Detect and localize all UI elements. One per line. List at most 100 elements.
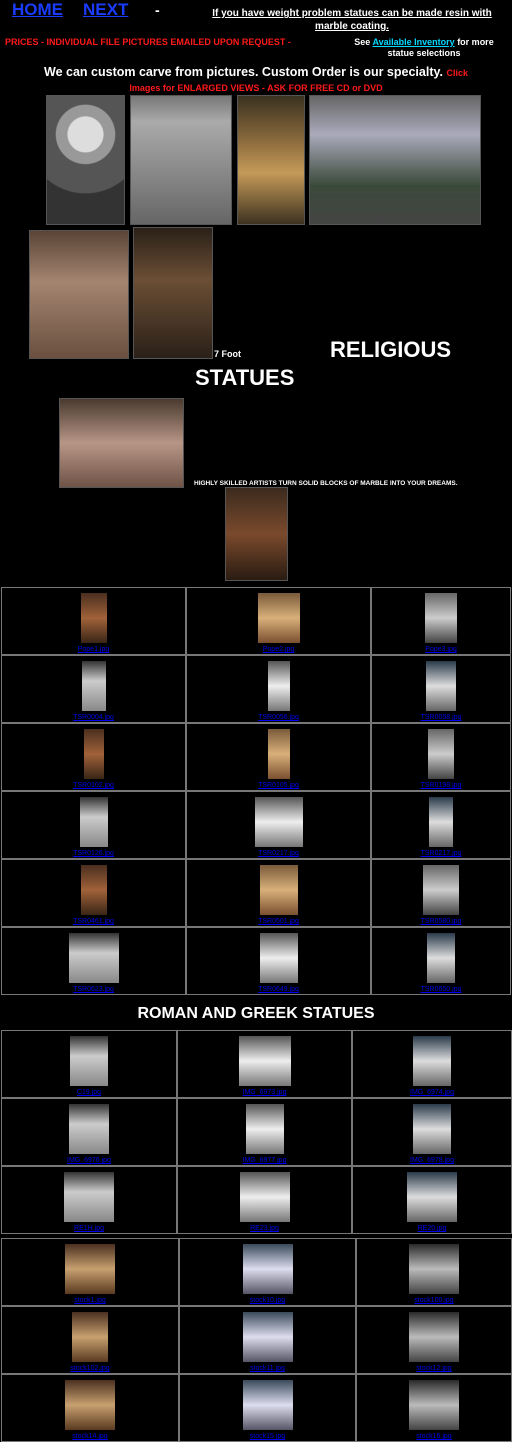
- religious-caption-link[interactable]: TSR0056.jpg: [258, 714, 299, 721]
- stock-thumbnail[interactable]: [242, 1380, 293, 1430]
- einstein-bronze-photo[interactable]: [133, 227, 213, 359]
- roman-caption-link[interactable]: IMG_6973.jpg: [242, 1089, 287, 1096]
- inventory-suffix: for more statue selections: [387, 37, 494, 58]
- religious-thumbnail[interactable]: [428, 729, 454, 779]
- religious-thumbnail[interactable]: [425, 593, 457, 643]
- roman-thumbnail[interactable]: [69, 1104, 109, 1154]
- roman-thumbnail[interactable]: [407, 1172, 457, 1222]
- religious-thumbnail[interactable]: [259, 865, 298, 915]
- religious-thumbnail[interactable]: [267, 661, 290, 711]
- religious-thumbnail[interactable]: [427, 933, 455, 983]
- carving-photo[interactable]: [59, 398, 184, 488]
- stock-thumbnail[interactable]: [65, 1380, 115, 1430]
- einstein-gold-photo[interactable]: [237, 95, 305, 225]
- home-link[interactable]: HOME: [12, 0, 63, 19]
- roman-thumbnail[interactable]: [64, 1172, 114, 1222]
- einstein-workshop-photo[interactable]: [29, 230, 129, 359]
- religious-caption-link[interactable]: TSR0623.jpg: [73, 986, 114, 993]
- religious-caption-link[interactable]: Pope3.jpg: [425, 646, 457, 653]
- stock-caption-link[interactable]: stock15.jpg: [249, 1433, 286, 1440]
- stock-thumbnail[interactable]: [242, 1312, 293, 1362]
- stock-thumbnail[interactable]: [409, 1312, 459, 1362]
- stock-caption-link[interactable]: stock1.jpg: [74, 1297, 106, 1304]
- religious-thumbnail[interactable]: [426, 661, 456, 711]
- religious-caption-link[interactable]: TSR0217.jpg: [420, 850, 462, 857]
- religious-thumbnail[interactable]: [423, 865, 459, 915]
- roman-cell: RE23.jpg: [177, 1166, 352, 1234]
- roman-cell: IMG_6978.jpg: [352, 1098, 512, 1166]
- roman-thumbnail[interactable]: [239, 1172, 290, 1222]
- stock-caption-link[interactable]: stock16.jpg: [416, 1433, 452, 1440]
- religious-cell: TSR0501.jpg: [186, 859, 371, 927]
- stock-caption-link[interactable]: stock102.jpg: [70, 1365, 110, 1372]
- religious-caption-link[interactable]: Pope1.jpg: [77, 646, 110, 653]
- religious-thumbnail[interactable]: [81, 661, 106, 711]
- workshop-photo[interactable]: [309, 95, 481, 225]
- stock-thumbnail[interactable]: [409, 1244, 459, 1294]
- roman-thumbnail[interactable]: [238, 1036, 291, 1086]
- roman-caption-link[interactable]: RE20.jpg: [417, 1225, 447, 1232]
- roman-caption-link[interactable]: IMG_6976.jpg: [67, 1157, 111, 1164]
- religious-thumbnail[interactable]: [83, 729, 104, 779]
- religious-caption-link[interactable]: Pope2.jpg: [262, 646, 295, 653]
- religious-caption-link[interactable]: TSR0650.jpg: [420, 986, 462, 993]
- roman-cell: C19.jpg: [1, 1030, 177, 1098]
- religious-caption-link[interactable]: TSR0580.jpg: [420, 918, 462, 925]
- roman-cell: IMG_6973.jpg: [177, 1030, 352, 1098]
- religious-thumbnail[interactable]: [80, 593, 107, 643]
- religious-thumbnail[interactable]: [429, 797, 453, 847]
- roman-caption-link[interactable]: RE1H.jpg: [74, 1225, 104, 1232]
- stock-caption-link[interactable]: stock10.jpg: [249, 1297, 286, 1304]
- roman-thumbnail[interactable]: [413, 1104, 451, 1154]
- roman-caption-link[interactable]: IMG_6978.jpg: [410, 1157, 454, 1164]
- stock-cell: stock16.jpg: [356, 1374, 512, 1442]
- stock-caption-link[interactable]: stock14.jpg: [72, 1433, 108, 1440]
- religious-cell: TSR0580.jpg: [371, 859, 511, 927]
- roman-cell: RE1H.jpg: [1, 1166, 177, 1234]
- roman-caption-link[interactable]: RE23.jpg: [250, 1225, 279, 1232]
- roman-caption-link[interactable]: C19.jpg: [76, 1089, 102, 1096]
- religious-caption-link[interactable]: TSR0649.jpg: [258, 986, 299, 993]
- religious-caption-link[interactable]: TSR0501.jpg: [258, 918, 299, 925]
- roman-thumbnail[interactable]: [245, 1104, 284, 1154]
- religious-cell: TSR0217.jpg: [371, 791, 511, 859]
- religious-cell: TSR0004.jpg: [1, 655, 186, 723]
- religious-thumbnail[interactable]: [257, 593, 300, 643]
- religious-thumbnail[interactable]: [254, 797, 303, 847]
- religious-caption-link[interactable]: TSR0004.jpg: [73, 714, 114, 721]
- roman-thumbnail[interactable]: [70, 1036, 108, 1086]
- stock-thumbnail[interactable]: [65, 1244, 115, 1294]
- religious-caption-link[interactable]: TSR0102.jpg: [73, 782, 114, 789]
- religious-thumbnail[interactable]: [267, 729, 290, 779]
- available-inventory-link[interactable]: Available Inventory: [372, 37, 455, 47]
- religious-thumbnail[interactable]: [80, 865, 107, 915]
- einstein-niche-photo[interactable]: [130, 95, 232, 225]
- roman-caption-link[interactable]: IMG_6974.jpg: [410, 1089, 454, 1096]
- religious-thumbnail[interactable]: [68, 933, 119, 983]
- stock-caption-link[interactable]: stock12.jpg: [416, 1365, 452, 1372]
- religious-cell: TSR0217.jpg: [186, 791, 371, 859]
- religious-thumbnail[interactable]: [79, 797, 108, 847]
- religious-cell: TSR0623.jpg: [1, 927, 186, 995]
- religious-cell: Pope3.jpg: [371, 587, 511, 655]
- religious-caption-link[interactable]: TSR0217.jpg: [258, 850, 299, 857]
- einstein-bust-photo[interactable]: [46, 95, 125, 225]
- stock-thumbnail[interactable]: [242, 1244, 293, 1294]
- religious-caption-link[interactable]: TSR0461.jpg: [73, 918, 114, 925]
- religious-thumbnail[interactable]: [259, 933, 298, 983]
- religious-caption-link[interactable]: TSR0058.jpg: [420, 714, 462, 721]
- religious-caption-link[interactable]: TSR0198.jpg: [420, 782, 462, 789]
- roman-caption-link[interactable]: IMG_6977.jpg: [242, 1157, 287, 1164]
- pope-large-photo[interactable]: [225, 487, 288, 581]
- roman-cell: IMG_6974.jpg: [352, 1030, 512, 1098]
- weight-note: If you have weight problem statues can b…: [212, 8, 492, 32]
- stock-thumbnail[interactable]: [409, 1380, 459, 1430]
- religious-cell: TSR0105.jpg: [186, 723, 371, 791]
- stock-caption-link[interactable]: stock100.jpg: [414, 1297, 454, 1304]
- next-link[interactable]: NEXT: [83, 0, 129, 19]
- religious-caption-link[interactable]: TSR0126.jpg: [73, 850, 114, 857]
- stock-thumbnail[interactable]: [72, 1312, 108, 1362]
- stock-caption-link[interactable]: stock11.jpg: [250, 1365, 285, 1372]
- roman-thumbnail[interactable]: [413, 1036, 451, 1086]
- religious-caption-link[interactable]: TSR0105.jpg: [258, 782, 299, 789]
